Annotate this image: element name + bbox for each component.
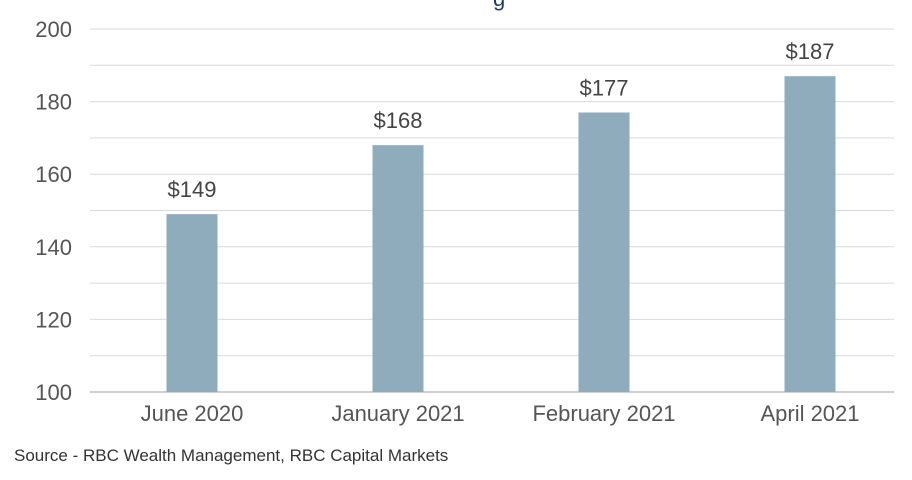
data-label: $149 — [168, 177, 217, 202]
x-category-label: June 2020 — [141, 401, 244, 426]
bar-chart: 100 120 140 160 180 200 $149 $168 $177 $187 June… — [35, 0, 894, 426]
y-axis-ticks: 100 120 140 160 180 200 — [35, 17, 72, 405]
y-tick-label: 100 — [35, 380, 72, 405]
bars — [166, 76, 836, 393]
data-labels: $149 $168 $177 $187 — [168, 39, 835, 202]
y-tick-label: 120 — [35, 307, 72, 332]
chart-title-fragment: g — [493, 0, 505, 11]
x-category-label: January 2021 — [331, 401, 464, 426]
source-note: Source - RBC Wealth Management, RBC Capi… — [14, 446, 449, 465]
y-tick-label: 160 — [35, 162, 72, 187]
data-label: $177 — [580, 75, 629, 100]
bar — [166, 214, 218, 392]
y-tick-label: 180 — [35, 90, 72, 115]
y-tick-label: 140 — [35, 235, 72, 260]
y-tick-label: 200 — [35, 17, 72, 42]
data-label: $187 — [786, 39, 835, 64]
x-category-label: February 2021 — [532, 401, 675, 426]
bar — [372, 145, 424, 392]
gridlines — [90, 28, 894, 393]
x-category-label: April 2021 — [760, 401, 859, 426]
bar — [578, 112, 630, 393]
x-axis-categories: June 2020 January 2021 February 2021 April … — [141, 401, 860, 426]
data-label: $168 — [374, 108, 423, 133]
bar — [784, 76, 836, 392]
